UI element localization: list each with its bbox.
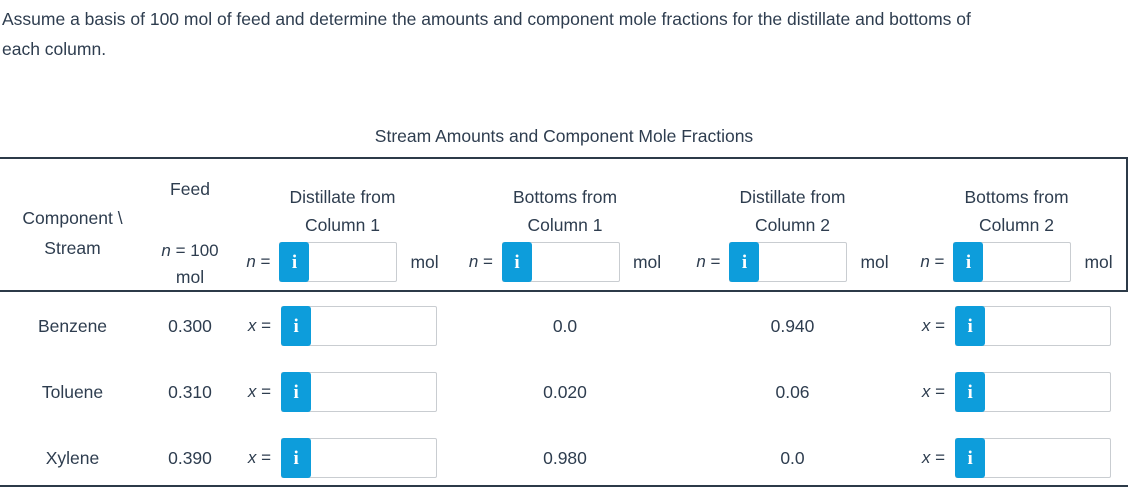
n-input-distillate-column-1[interactable] bbox=[309, 243, 397, 281]
mol-unit-label: mol bbox=[632, 251, 662, 272]
x-input-group: i bbox=[955, 306, 1112, 346]
x-input-group: i bbox=[281, 306, 438, 346]
x-entry-bottoms-column-2: x = i bbox=[905, 426, 1128, 488]
n-input-distillate-column-2[interactable] bbox=[759, 243, 847, 281]
column-header-bottoms-column-2: Bottoms from Column 2 n = i mol bbox=[905, 159, 1128, 290]
info-icon[interactable]: i bbox=[729, 242, 760, 282]
given-mole-fraction: 0.06 bbox=[775, 381, 810, 402]
n-input-group: i bbox=[953, 242, 1072, 282]
info-icon[interactable]: i bbox=[281, 372, 312, 412]
feed-mole-fraction: 0.300 bbox=[168, 315, 212, 336]
n-input-group: i bbox=[501, 242, 620, 282]
corner-header: Component \ Stream bbox=[0, 159, 145, 290]
feed-mole-fraction: 0.310 bbox=[168, 381, 212, 402]
x-entry-distillate-column-1: x = i bbox=[235, 294, 450, 358]
table-top-divider bbox=[0, 157, 1128, 159]
feed-column-header: Feed n = 100 mol bbox=[145, 159, 235, 290]
x-input-group: i bbox=[281, 372, 438, 412]
info-icon[interactable]: i bbox=[955, 306, 986, 346]
info-icon[interactable]: i bbox=[955, 372, 986, 412]
problem-statement: Assume a basis of 100 mol of feed and de… bbox=[2, 4, 1126, 64]
x-entry-distillate-column-1: x = i bbox=[235, 426, 450, 488]
column-header-label: Column 1 bbox=[527, 215, 603, 235]
column-header-label: Bottoms from bbox=[964, 187, 1069, 207]
column-header-bottoms-column-1: Bottoms from Column 1 n = i mol bbox=[450, 159, 680, 290]
x-input-distillate-column-1-benzene[interactable] bbox=[311, 307, 437, 345]
x-equals-label: x = bbox=[247, 382, 272, 401]
x-input-distillate-column-1-toluene[interactable] bbox=[311, 373, 437, 411]
x-input-bottoms-column-2-xylene[interactable] bbox=[985, 439, 1111, 477]
info-icon[interactable]: i bbox=[281, 306, 312, 346]
info-icon[interactable]: i bbox=[501, 242, 532, 282]
feed-mole-fraction: 0.390 bbox=[168, 447, 212, 468]
x-input-bottoms-column-2-toluene[interactable] bbox=[985, 373, 1111, 411]
column-header-label: Column 2 bbox=[755, 215, 830, 235]
n-entry-distillate-column-2: n = i mol bbox=[696, 242, 889, 282]
given-mole-fraction: 0.0 bbox=[552, 315, 578, 336]
component-label: Xylene bbox=[45, 447, 100, 468]
corner-header-line-2: Stream bbox=[44, 238, 101, 258]
given-mole-fraction: 0.940 bbox=[770, 315, 815, 336]
x-input-group: i bbox=[281, 438, 438, 478]
info-icon[interactable]: i bbox=[281, 438, 312, 478]
x-equals-label: x = bbox=[247, 316, 272, 335]
given-mole-fraction: 0.020 bbox=[543, 381, 587, 402]
problem-statement-line-1: Assume a basis of 100 mol of feed and de… bbox=[2, 9, 971, 29]
n-equals-label: n = bbox=[468, 252, 493, 271]
info-icon[interactable]: i bbox=[279, 242, 310, 282]
x-input-distillate-column-1-xylene[interactable] bbox=[311, 439, 437, 477]
mol-unit-label: mol bbox=[860, 251, 889, 272]
n-input-bottoms-column-2[interactable] bbox=[983, 243, 1071, 281]
header-right-edge-divider bbox=[1126, 157, 1128, 292]
x-entry-bottoms-column-2: x = i bbox=[905, 294, 1128, 358]
component-label: Benzene bbox=[37, 315, 108, 336]
column-header-label: Distillate from bbox=[289, 187, 396, 207]
x-input-group: i bbox=[955, 438, 1112, 478]
column-header-label: Column 1 bbox=[305, 215, 380, 235]
table-bottom-divider bbox=[0, 485, 1128, 487]
n-entry-bottoms-column-2: n = i mol bbox=[920, 242, 1113, 282]
mol-unit-label: mol bbox=[1084, 251, 1113, 272]
table-title: Stream Amounts and Component Mole Fracti… bbox=[374, 126, 754, 146]
n-equals-label: n = bbox=[920, 252, 945, 271]
n-entry-distillate-column-1: n = i mol bbox=[246, 242, 439, 282]
x-entry-distillate-column-1: x = i bbox=[235, 360, 450, 424]
x-input-group: i bbox=[955, 372, 1112, 412]
n-input-bottoms-column-1[interactable] bbox=[531, 243, 619, 281]
column-header-distillate-column-1: Distillate from Column 1 n = i mol bbox=[235, 159, 450, 290]
column-header-label: Distillate from bbox=[739, 187, 846, 207]
n-input-group: i bbox=[279, 242, 398, 282]
n-input-group: i bbox=[729, 242, 848, 282]
mol-unit-label: mol bbox=[410, 251, 439, 272]
column-header-distillate-column-2: Distillate from Column 2 n = i mol bbox=[680, 159, 905, 290]
component-label: Toluene bbox=[41, 381, 104, 402]
feed-unit: mol bbox=[175, 267, 205, 287]
given-mole-fraction: 0.980 bbox=[543, 447, 587, 468]
given-mole-fraction: 0.0 bbox=[780, 447, 805, 468]
x-input-bottoms-column-2-benzene[interactable] bbox=[985, 307, 1111, 345]
feed-label: Feed bbox=[170, 179, 210, 199]
n-equals-label: n = bbox=[246, 252, 271, 271]
info-icon[interactable]: i bbox=[953, 242, 984, 282]
x-equals-label: x = bbox=[921, 382, 946, 401]
problem-statement-line-2: each column. bbox=[2, 39, 107, 59]
x-equals-label: x = bbox=[247, 448, 272, 467]
x-equals-label: x = bbox=[921, 316, 946, 335]
x-entry-bottoms-column-2: x = i bbox=[905, 360, 1128, 424]
n-entry-bottoms-column-1: n = i mol bbox=[469, 242, 661, 282]
n-equals-label: n = bbox=[696, 252, 721, 271]
header-body-divider bbox=[0, 290, 1128, 292]
info-icon[interactable]: i bbox=[955, 438, 986, 478]
table-row: Xylene 0.390 x = i 0.980 0.0 x = i bbox=[0, 426, 1128, 488]
feed-amount: n = 100 bbox=[161, 241, 219, 260]
column-header-label: Column 2 bbox=[979, 215, 1054, 235]
corner-header-line-1: Component \ bbox=[22, 208, 123, 228]
x-equals-label: x = bbox=[921, 448, 946, 467]
column-header-label: Bottoms from bbox=[512, 187, 618, 207]
table-row: Benzene 0.300 x = i 0.0 0.940 x = i bbox=[0, 294, 1128, 358]
table-row: Toluene 0.310 x = i 0.020 0.06 x = i bbox=[0, 360, 1128, 424]
